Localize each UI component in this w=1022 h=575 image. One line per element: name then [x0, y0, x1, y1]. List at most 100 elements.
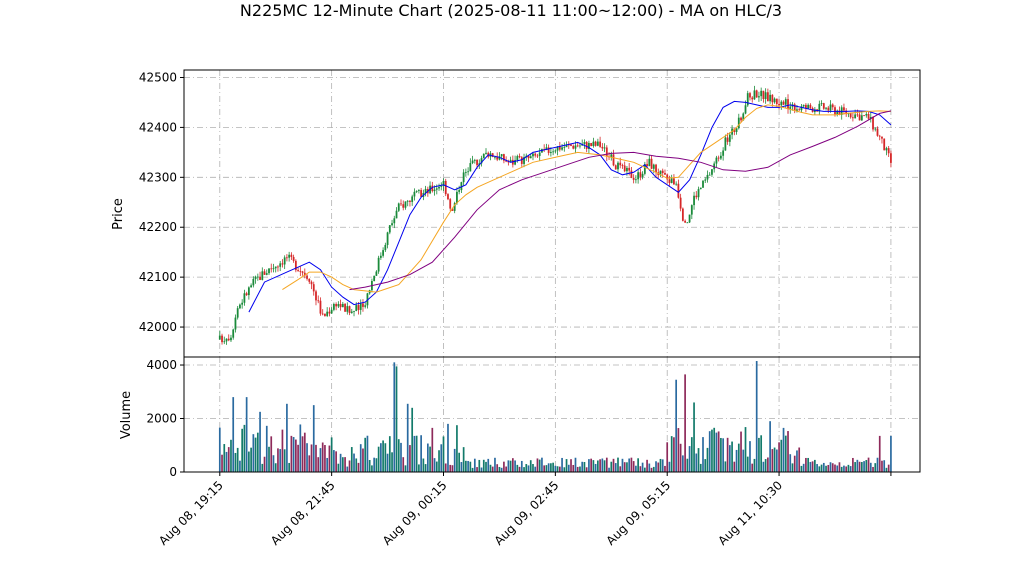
candle-body [435, 188, 438, 190]
volume-bar [758, 437, 760, 472]
volume-bar [458, 452, 461, 472]
volume-bar [883, 460, 886, 472]
candle-body [805, 104, 807, 109]
volume-bar [890, 435, 892, 472]
volume-bar [426, 443, 429, 472]
candle-body [668, 179, 671, 183]
candle-body [679, 197, 682, 209]
volume-bar [418, 464, 420, 472]
volume-bar [449, 464, 452, 472]
candle-body [263, 271, 266, 275]
candle-body [494, 156, 496, 158]
volume-bar [608, 467, 610, 472]
candle-body [639, 172, 642, 177]
candle-body [538, 152, 541, 156]
volume-bar [433, 458, 436, 472]
volume-bar [610, 461, 613, 472]
candle-body [885, 148, 888, 151]
candle-body [588, 143, 590, 149]
candle-body [299, 271, 302, 272]
candle-body [789, 106, 792, 110]
candle-body [807, 104, 810, 109]
volume-bar [261, 463, 264, 472]
candle-body [424, 188, 427, 193]
candle-body [890, 153, 892, 163]
candle-body [232, 329, 235, 338]
volume-bar [496, 464, 499, 472]
candle-body [223, 341, 226, 343]
volume-bar [456, 425, 458, 472]
volume-bar [288, 462, 290, 472]
volume-bar [274, 463, 277, 472]
candle-body [362, 303, 364, 307]
volume-bar [628, 458, 631, 472]
candle-body [527, 155, 530, 159]
volume-bar [838, 462, 841, 472]
volume-bar [856, 459, 859, 472]
candle-body [480, 158, 483, 164]
volume-bar [666, 442, 669, 472]
candle-body [688, 214, 691, 223]
candle-body [458, 190, 461, 192]
volume-bar [590, 458, 592, 472]
volume-bar [362, 448, 364, 472]
candle-body [762, 90, 765, 100]
volume-bar [230, 439, 232, 472]
volume-bar [518, 466, 521, 472]
volume-bar [346, 466, 349, 472]
volume-bar [713, 427, 716, 472]
volume-bar [693, 402, 695, 472]
candle-body [717, 157, 720, 159]
candle-body [451, 208, 454, 211]
candle-body [315, 291, 317, 301]
candle-body [286, 257, 288, 259]
candle-body [265, 273, 268, 275]
volume-bar [664, 465, 666, 472]
volume-bar [751, 463, 754, 472]
volume-bar [373, 457, 376, 472]
candle-body [339, 303, 342, 308]
volume-bar [380, 443, 382, 472]
volume-bar [617, 457, 619, 472]
volume-bar [876, 457, 879, 472]
candle-body [621, 165, 624, 167]
volume-bar [303, 432, 306, 472]
volume-bar [243, 424, 246, 472]
volume-bar [366, 435, 369, 472]
candle-body [391, 223, 393, 226]
candle-body [881, 136, 883, 139]
volume-bar [371, 465, 373, 472]
volume-bar [545, 465, 548, 472]
ma-short-line [248, 100, 892, 313]
candle-body [373, 275, 376, 281]
candle-body [545, 147, 548, 150]
price-plot-area [184, 70, 920, 357]
volume-bar [438, 450, 440, 472]
candle-body [878, 135, 881, 137]
candle-body [388, 225, 391, 233]
volume-bar [248, 451, 250, 472]
volume-bar [558, 466, 561, 472]
volume-bar [816, 464, 818, 472]
candle-body [719, 155, 722, 159]
candle-body [758, 96, 760, 98]
volume-bar [306, 443, 308, 472]
volume-bar [796, 450, 798, 472]
candle-body [438, 186, 440, 189]
volume-bar [787, 431, 789, 472]
volume-bar [626, 462, 628, 472]
volume-tick-label: 2000 [146, 412, 177, 426]
candle-body [294, 260, 297, 271]
volume-bar [532, 464, 534, 472]
volume-bar [339, 453, 342, 472]
volume-bar [690, 437, 693, 472]
volume-bar [588, 459, 590, 472]
volume-bar [400, 442, 402, 472]
volume-bar [807, 457, 809, 472]
volume-bar [753, 458, 756, 472]
volume-bar [529, 460, 532, 472]
volume-bar [263, 456, 266, 472]
candle-body [664, 173, 666, 175]
candle-body [552, 151, 555, 153]
candle-body [858, 114, 861, 121]
